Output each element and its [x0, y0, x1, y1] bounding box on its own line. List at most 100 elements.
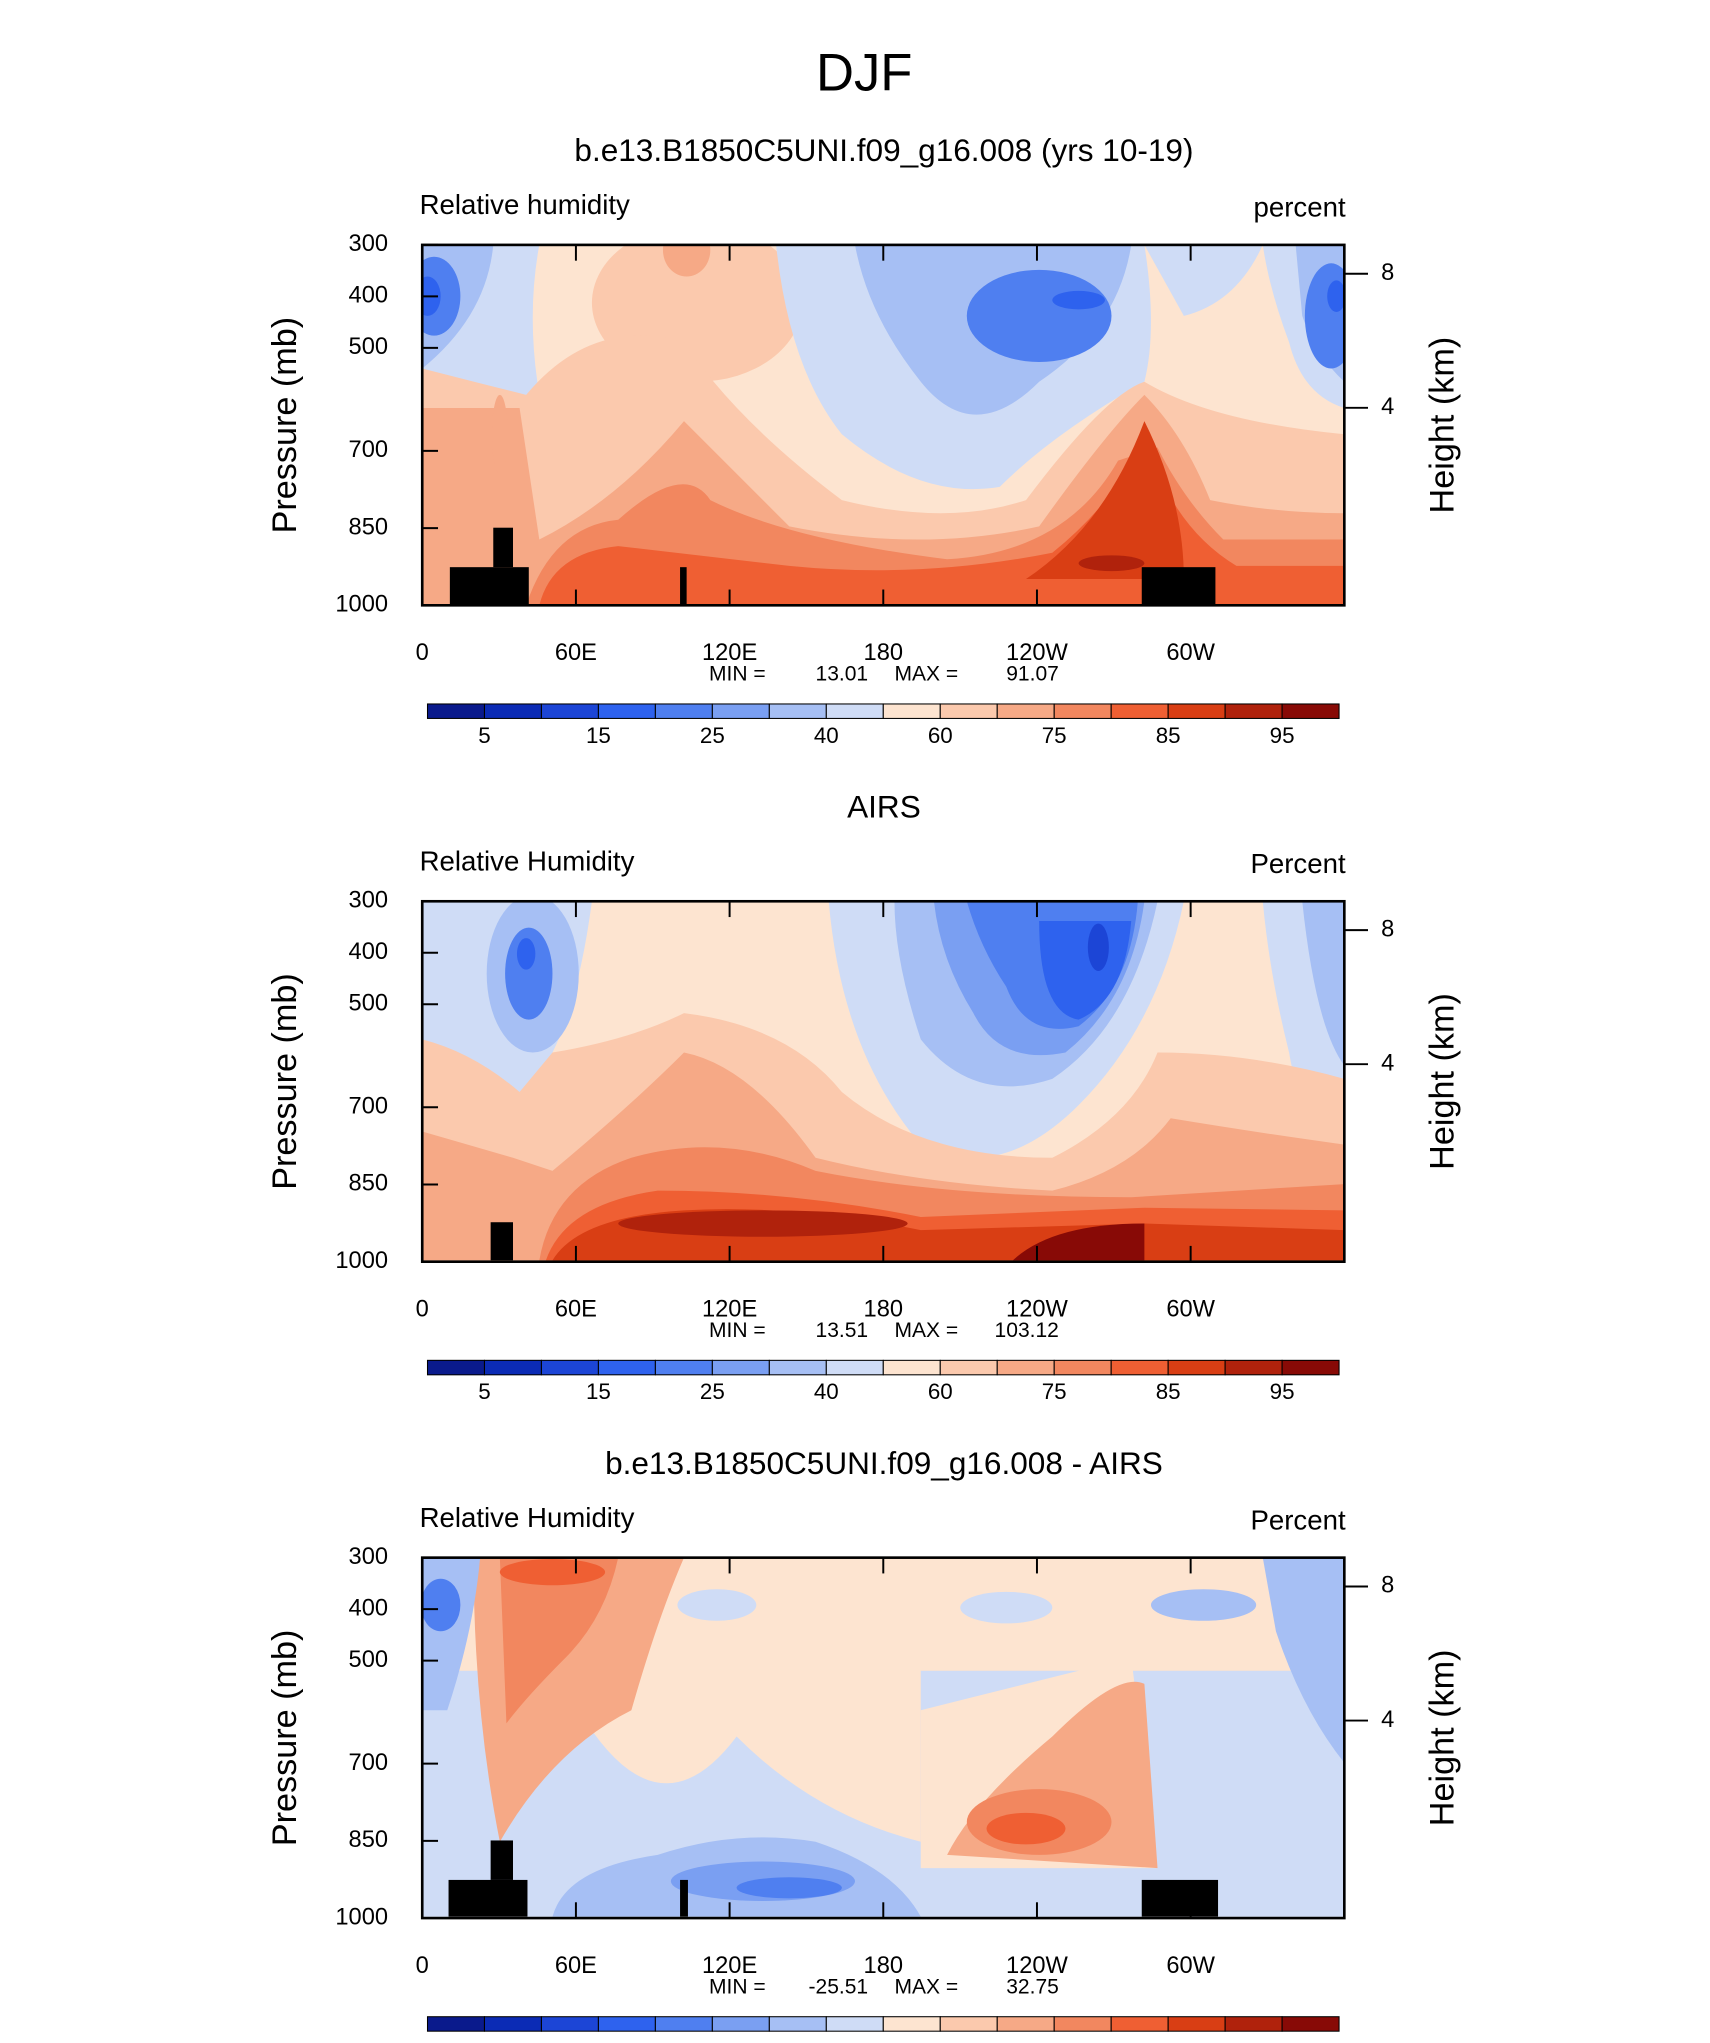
y-tick-label: 700: [349, 1093, 388, 1119]
colorbar-box: [483, 703, 542, 719]
variable-label: Relative Humidity: [420, 1502, 635, 1533]
colorbar-box: [825, 2016, 884, 2032]
colorbar-box: [1110, 703, 1169, 719]
colorbar-label: 60: [928, 1379, 953, 1404]
y-tick-label: 700: [349, 1750, 388, 1776]
units-label: Percent: [1250, 848, 1345, 879]
y-axis-label: Pressure (mb): [266, 973, 304, 1190]
colorbar-label: 85: [1156, 723, 1181, 748]
colorbar-box: [1281, 2016, 1340, 2032]
max-label: MAX =: [894, 1975, 958, 1998]
y-tick-label: 850: [349, 1171, 388, 1197]
y-tick-label: 400: [349, 939, 388, 965]
colorbar-box: [825, 1359, 884, 1376]
x-tick-label: 120E: [702, 1297, 757, 1323]
min-label: MIN =: [709, 1319, 766, 1342]
x-tick-label: 0: [416, 1297, 429, 1323]
colorbar-box: [540, 1359, 599, 1376]
colorbar-label: 5: [478, 1379, 490, 1404]
y-tick-label: 850: [349, 1827, 388, 1853]
colorbar-box: [540, 703, 599, 719]
colorbar-box: [654, 2016, 713, 2032]
y-tick-label: 400: [349, 283, 388, 309]
colorbar-box: [483, 2016, 542, 2032]
colorbar-box: [768, 703, 827, 719]
colorbar-box: [882, 703, 941, 719]
y-tick-label: 1000: [335, 1248, 388, 1274]
min-value: 13.51: [816, 1319, 869, 1342]
colorbar-box: [654, 1359, 713, 1376]
colorbar-box: [1281, 1359, 1340, 1376]
y2-axis-label: Height (km): [1423, 337, 1461, 514]
x-tick-label: 60E: [555, 1953, 597, 1979]
contour-field: [422, 244, 1345, 606]
x-tick-label: 180: [864, 1297, 903, 1323]
x-tick-label: 60W: [1166, 640, 1215, 666]
colorbar-box: [939, 703, 998, 719]
y2-tick-label: 4: [1381, 1050, 1394, 1076]
y-tick-label: 300: [349, 231, 388, 257]
y2-tick-label: 8: [1381, 260, 1394, 286]
y2-axis-label: Height (km): [1423, 1650, 1461, 1827]
min-label: MIN =: [709, 663, 766, 686]
colorbar-box: [768, 1359, 827, 1376]
panel-title: b.e13.B1850C5UNI.f09_g16.008 (yrs 10-19): [574, 132, 1193, 168]
colorbar-box: [882, 2016, 941, 2032]
figure-title: DJF: [816, 43, 912, 102]
colorbar-box: [996, 703, 1055, 719]
colorbar-box: [882, 1359, 941, 1376]
colorbar-box: [768, 2016, 827, 2032]
x-tick-label: 120W: [1006, 1297, 1068, 1323]
y-axis-label: Pressure (mb): [266, 317, 304, 534]
colorbar-label: 25: [700, 1379, 725, 1404]
colorbar-box: [540, 2016, 599, 2032]
y-tick-label: 850: [349, 514, 388, 540]
y2-axis-label: Height (km): [1423, 993, 1461, 1170]
colorbar-label: 40: [814, 1379, 839, 1404]
colorbar-box: [996, 1359, 1055, 1376]
colorbar-label: 95: [1270, 723, 1295, 748]
max-value: 32.75: [1006, 1975, 1059, 1998]
x-tick-label: 60E: [555, 1297, 597, 1323]
x-tick-label: 120W: [1006, 1953, 1068, 1979]
x-tick-label: 120E: [702, 640, 757, 666]
y-tick-label: 700: [349, 437, 388, 463]
colorbar-box: [1110, 2016, 1169, 2032]
colorbar-box: [1224, 1359, 1283, 1376]
colorbar-box: [654, 703, 713, 719]
x-tick-label: 0: [416, 1953, 429, 1979]
colorbar-label: 75: [1042, 723, 1067, 748]
colorbar-box: [1224, 703, 1283, 719]
y-tick-label: 300: [349, 888, 388, 914]
colorbar-box: [1167, 1359, 1226, 1376]
max-value: 103.12: [995, 1319, 1059, 1342]
colorbar-box: [1053, 703, 1112, 719]
y-axis-label: Pressure (mb): [266, 1630, 304, 1847]
colorbar-box: [1110, 1359, 1169, 1376]
colorbar-box: [597, 1359, 656, 1376]
x-tick-label: 120W: [1006, 640, 1068, 666]
x-tick-label: 0: [416, 640, 429, 666]
x-tick-label: 60W: [1166, 1297, 1215, 1323]
colorbar-label: 95: [1270, 1379, 1295, 1404]
max-label: MAX =: [894, 1319, 958, 1342]
y2-tick-label: 8: [1381, 1573, 1394, 1599]
colorbar-box: [1053, 1359, 1112, 1376]
variable-label: Relative humidity: [420, 189, 630, 220]
colorbar-box: [996, 2016, 1055, 2032]
colorbar-box: [426, 1359, 485, 1376]
colorbar-box: [597, 703, 656, 719]
variable-label: Relative Humidity: [420, 845, 635, 876]
x-tick-label: 60E: [555, 640, 597, 666]
colorbar-box: [483, 1359, 542, 1376]
colorbar-box: [426, 703, 485, 719]
colorbar-box: [1281, 703, 1340, 719]
colorbar-box: [426, 2016, 485, 2032]
y-tick-label: 1000: [335, 1904, 388, 1930]
y-tick-label: 500: [349, 990, 388, 1016]
y-tick-label: 300: [349, 1544, 388, 1570]
max-label: MAX =: [894, 663, 958, 686]
colorbar-box: [711, 2016, 770, 2032]
